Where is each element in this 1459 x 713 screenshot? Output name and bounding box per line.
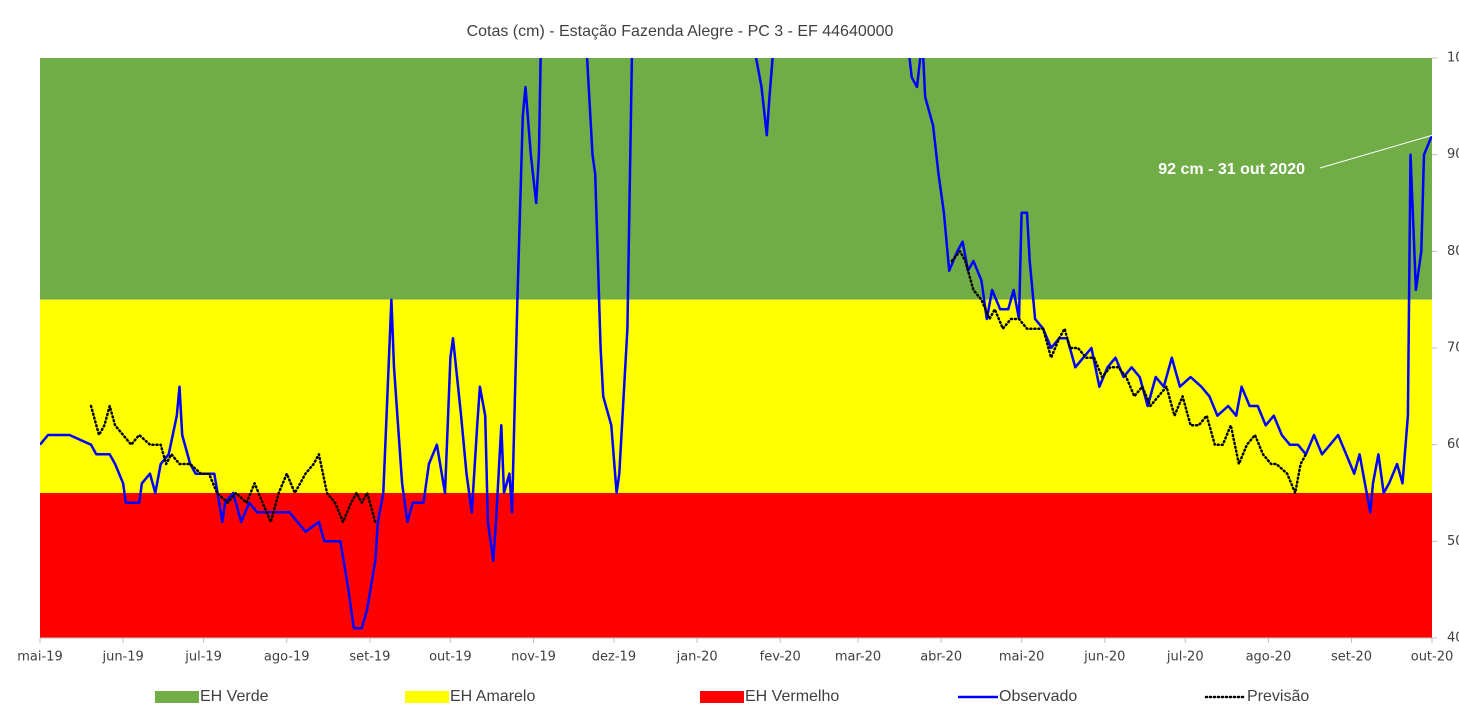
x-tick-label: out-20	[1411, 650, 1454, 665]
x-tick-label: jul-19	[184, 650, 222, 665]
legend-label: Observado	[999, 688, 1077, 705]
x-tick-label: mar-20	[835, 650, 881, 665]
series-line	[89, 250, 1308, 524]
x-tick-label: dez-19	[592, 650, 636, 665]
bands	[40, 58, 1432, 638]
legend-swatch	[405, 691, 449, 703]
x-tick-label: fev-20	[760, 650, 801, 665]
band	[40, 493, 1432, 638]
band	[40, 58, 1432, 300]
x-tick-label: mai-19	[17, 650, 62, 665]
x-tick-label: mai-20	[999, 650, 1044, 665]
series-line	[40, 58, 1432, 630]
y-tick-label: 40	[1447, 631, 1459, 646]
annotation: 92 cm - 31 out 2020	[1158, 161, 1305, 178]
x-tick-label: abr-20	[920, 650, 962, 665]
x-tick-label: jun-20	[1083, 650, 1125, 665]
x-tick-label: out-19	[429, 650, 472, 665]
y-tick-label: 90	[1447, 147, 1459, 162]
x-tick-label: nov-19	[511, 650, 556, 665]
x-tick-label: ago-19	[264, 650, 310, 665]
y-tick-label: 100	[1447, 51, 1459, 66]
legend-label: Previsão	[1247, 688, 1309, 705]
y-tick-label: 50	[1447, 534, 1459, 549]
legend-label: EH Verde	[200, 688, 269, 705]
x-tick-label: jun-19	[101, 650, 143, 665]
axes: mai-19 jun-19 jul-19 ago-19 set-19 out-19 nov-…	[17, 51, 1459, 706]
y-tick-label: 60	[1447, 437, 1459, 452]
x-tick-label: jul-20	[1166, 650, 1204, 665]
x-tick-label: ago-20	[1246, 650, 1292, 665]
annotation-leader	[1319, 134, 1433, 169]
x-tick-label: set-19	[349, 650, 390, 665]
legend-label: EH Amarelo	[450, 688, 535, 705]
legend-label: EH Vermelho	[745, 688, 839, 705]
plot-lines	[40, 58, 1432, 630]
band	[40, 299, 1432, 493]
x-tick-label: jan-20	[676, 650, 718, 665]
y-tick-label: 70	[1447, 341, 1459, 356]
y-tick-label: 80	[1447, 244, 1459, 259]
legend-swatch	[700, 691, 744, 703]
x-tick-label: set-20	[1331, 650, 1372, 665]
legend-swatch	[155, 691, 199, 703]
chart-title: Cotas (cm) - Estação Fazenda Alegre - PC…	[467, 23, 894, 40]
